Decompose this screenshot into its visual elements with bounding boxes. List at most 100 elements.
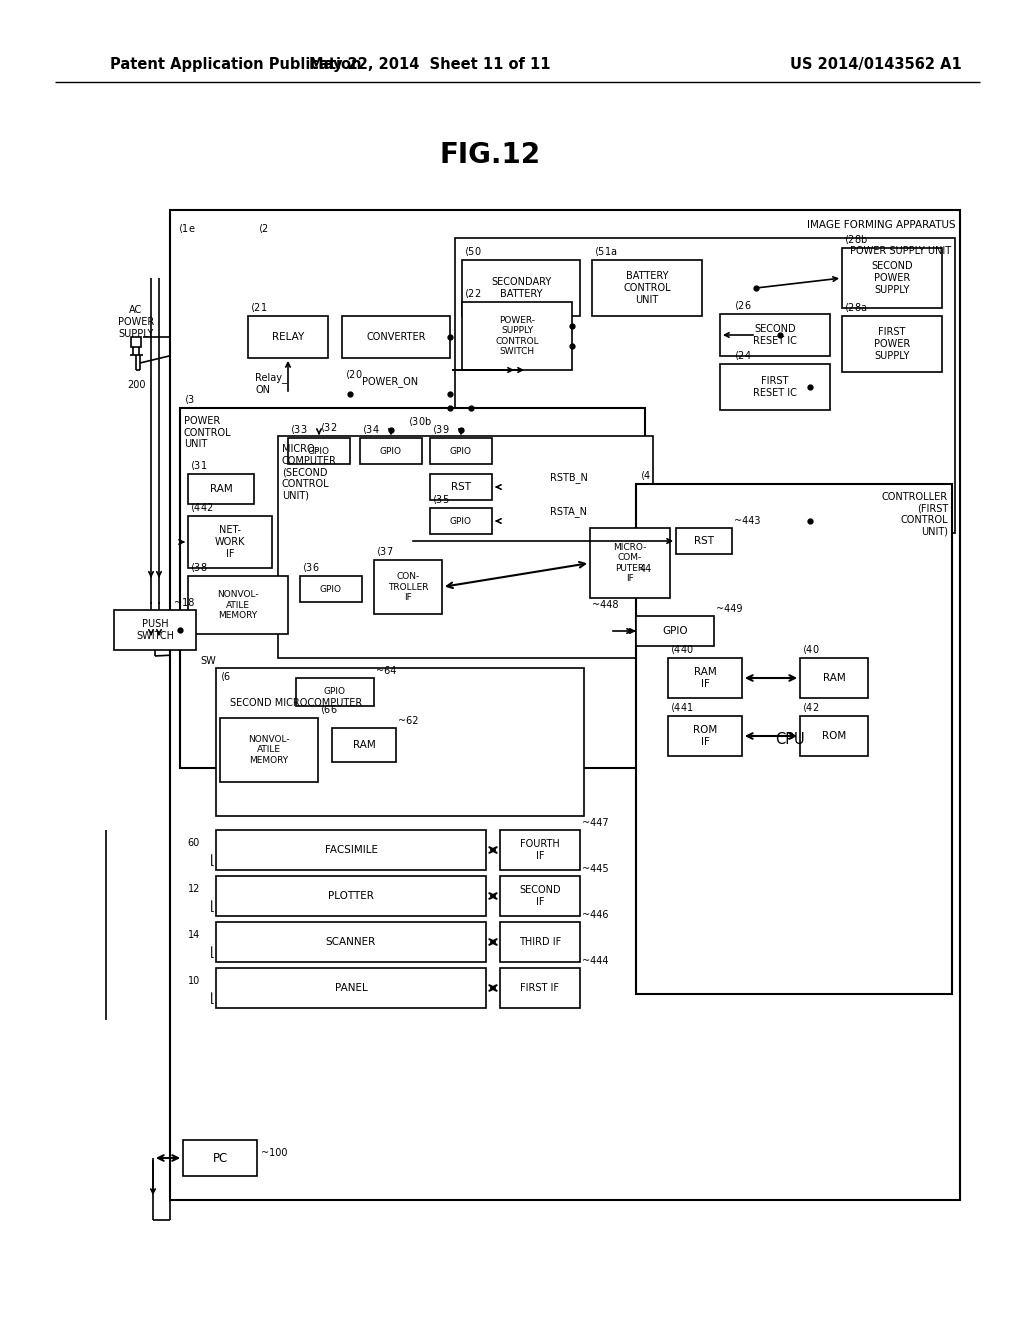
Text: 10: 10: [187, 975, 200, 986]
Bar: [636, 616, 714, 645]
Text: ~449: ~449: [716, 605, 742, 614]
Text: BATTERY
CONTROL
UNIT: BATTERY CONTROL UNIT: [624, 272, 671, 305]
Text: $\langle$28a: $\langle$28a: [844, 301, 867, 314]
Text: May 22, 2014  Sheet 11 of 11: May 22, 2014 Sheet 11 of 11: [309, 58, 551, 73]
Text: 44: 44: [640, 564, 652, 574]
Text: $\langle$441: $\langle$441: [670, 701, 693, 714]
Bar: [430, 474, 492, 500]
Bar: [170, 210, 961, 1200]
Text: Relay_
ON: Relay_ ON: [255, 372, 287, 395]
Text: POWER
CONTROL
UNIT: POWER CONTROL UNIT: [184, 416, 231, 449]
Text: RAM: RAM: [352, 741, 376, 750]
Bar: [332, 729, 396, 762]
Text: $\langle$442: $\langle$442: [190, 502, 213, 513]
Bar: [590, 528, 670, 598]
Text: $\langle$33: $\langle$33: [290, 422, 307, 436]
Text: MICRO-
COMPUTER
(SECOND
CONTROL
UNIT): MICRO- COMPUTER (SECOND CONTROL UNIT): [282, 444, 337, 500]
Text: NET-
WORK
IF: NET- WORK IF: [215, 525, 246, 558]
Bar: [720, 314, 830, 356]
Text: CON-
TROLLER
IF: CON- TROLLER IF: [388, 572, 428, 602]
Bar: [842, 315, 942, 372]
Text: $\lfloor$: $\lfloor$: [209, 851, 215, 867]
Text: CPU: CPU: [775, 733, 805, 747]
Text: POWER SUPPLY UNIT: POWER SUPPLY UNIT: [850, 246, 951, 256]
Bar: [220, 718, 318, 781]
Bar: [430, 438, 492, 465]
Text: ~446: ~446: [582, 909, 608, 920]
Text: NONVOL-
ATILE
MEMORY: NONVOL- ATILE MEMORY: [248, 735, 290, 764]
Bar: [300, 576, 362, 602]
Text: $\langle$28b: $\langle$28b: [844, 234, 868, 246]
Text: FIRST IF: FIRST IF: [520, 983, 559, 993]
Text: $\langle$39: $\langle$39: [432, 422, 450, 436]
Text: $\langle$2: $\langle$2: [258, 222, 269, 235]
Bar: [636, 484, 952, 994]
Text: $\langle$440: $\langle$440: [670, 643, 693, 656]
Bar: [676, 528, 732, 554]
Bar: [216, 876, 486, 916]
Bar: [216, 968, 486, 1008]
Text: POWER_ON: POWER_ON: [362, 376, 418, 387]
Text: AC
POWER
SUPPLY: AC POWER SUPPLY: [118, 305, 155, 339]
Text: ~448: ~448: [592, 601, 618, 610]
Bar: [462, 302, 572, 370]
Text: SECONDARY
BATTERY: SECONDARY BATTERY: [490, 277, 551, 298]
Text: $\lfloor$: $\lfloor$: [209, 944, 215, 960]
Text: POWER-
SUPPLY
CONTROL
SWITCH: POWER- SUPPLY CONTROL SWITCH: [496, 315, 539, 356]
Text: RST: RST: [451, 482, 471, 492]
Text: $\langle$40: $\langle$40: [802, 643, 819, 656]
Bar: [500, 968, 580, 1008]
Bar: [216, 921, 486, 962]
Bar: [430, 508, 492, 535]
Text: 12: 12: [187, 884, 200, 894]
Text: $\langle$51a: $\langle$51a: [594, 246, 617, 257]
Text: FACSIMILE: FACSIMILE: [325, 845, 378, 855]
Bar: [720, 364, 830, 411]
Text: ~64: ~64: [376, 667, 396, 676]
Text: ~100: ~100: [261, 1148, 288, 1158]
Text: Patent Application Publication: Patent Application Publication: [110, 58, 361, 73]
Text: $\langle$4: $\langle$4: [640, 469, 651, 482]
Bar: [216, 668, 584, 816]
Text: RELAY: RELAY: [272, 333, 304, 342]
Text: SECOND
RESET IC: SECOND RESET IC: [753, 325, 797, 346]
Text: RAM
IF: RAM IF: [693, 667, 717, 689]
Text: RAM: RAM: [210, 484, 232, 494]
Text: $\langle$6: $\langle$6: [220, 671, 231, 682]
Text: ~444: ~444: [582, 956, 608, 966]
Bar: [800, 657, 868, 698]
Bar: [114, 610, 196, 649]
Text: RSTB_N: RSTB_N: [550, 473, 588, 483]
Bar: [188, 576, 288, 634]
Bar: [180, 408, 645, 768]
Text: $\langle$36: $\langle$36: [302, 561, 319, 574]
Text: ROM
IF: ROM IF: [693, 725, 717, 747]
Bar: [188, 516, 272, 568]
Text: RSTA_N: RSTA_N: [550, 506, 587, 517]
Bar: [800, 715, 868, 756]
Text: RAM: RAM: [822, 673, 846, 682]
Text: NONVOL-
ATILE
MEMORY: NONVOL- ATILE MEMORY: [217, 590, 259, 620]
Text: FOURTH
IF: FOURTH IF: [520, 840, 560, 861]
Text: 60: 60: [187, 838, 200, 847]
Bar: [500, 830, 580, 870]
Text: GPIO: GPIO: [450, 446, 472, 455]
Text: $\langle$38: $\langle$38: [190, 561, 208, 574]
Bar: [278, 436, 653, 657]
Text: SCANNER: SCANNER: [326, 937, 376, 946]
Bar: [342, 315, 450, 358]
Text: $\langle$42: $\langle$42: [802, 701, 819, 714]
Text: ~447: ~447: [582, 818, 608, 828]
Text: THIRD IF: THIRD IF: [519, 937, 561, 946]
Text: ~445: ~445: [582, 865, 608, 874]
Bar: [668, 657, 742, 698]
Bar: [296, 678, 374, 706]
Text: GPIO: GPIO: [308, 446, 330, 455]
Text: SECOND
IF: SECOND IF: [519, 886, 561, 907]
Text: GPIO: GPIO: [380, 446, 402, 455]
Bar: [248, 315, 328, 358]
Text: PLOTTER: PLOTTER: [328, 891, 374, 902]
Text: $\langle$3: $\langle$3: [184, 393, 196, 407]
Text: $\langle$20: $\langle$20: [345, 368, 362, 381]
Bar: [188, 474, 254, 504]
